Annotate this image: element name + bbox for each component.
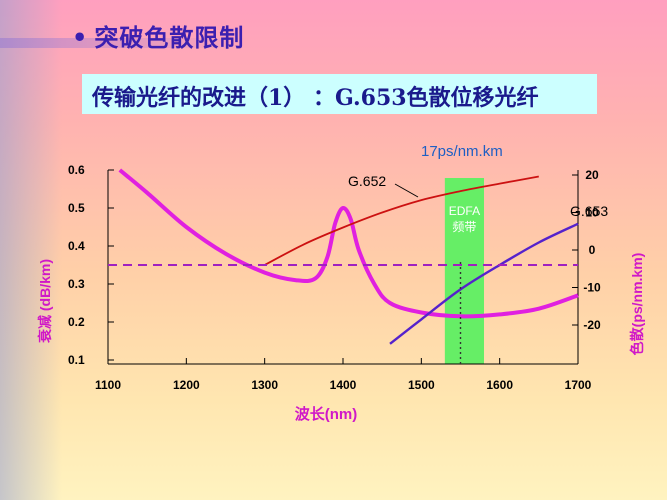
subtitle-box: [82, 74, 597, 114]
slide-subtitle: 传输光纤的改进（1） ：G.653色散位移光纤: [92, 85, 539, 111]
title-decor-band: [0, 38, 250, 48]
heading-text: 突破色散限制: [94, 23, 245, 52]
y-right-tick-label: -10: [583, 281, 601, 295]
y-left-tick-label: 0.6: [68, 163, 85, 177]
right-axis-label: 色散(ps/nm.km): [629, 253, 645, 356]
x-axis-label: 波长(nm): [295, 405, 358, 423]
y-left-tick-label: 0.5: [68, 201, 85, 215]
left-decor-bar: [0, 0, 62, 500]
y-left-tick-label: 0.3: [68, 277, 85, 291]
x-tick-label: 1700: [565, 378, 592, 392]
g652-label: G.652: [348, 173, 386, 189]
bullet-icon: •: [72, 23, 89, 52]
g652-pointer: [394, 183, 419, 198]
x-tick-label: 1300: [251, 378, 278, 392]
x-tick-label: 1100: [95, 378, 121, 392]
edfa-label-2: 频带: [452, 220, 476, 234]
edfa-label: EDFA: [449, 204, 480, 218]
edfa-band: [444, 178, 484, 364]
y-right-tick-label: -20: [583, 318, 601, 332]
slope-annotation: 17ps/nm.km: [421, 143, 503, 160]
x-tick-label: 1200: [173, 378, 200, 392]
y-left-tick-label: 0.4: [68, 239, 85, 253]
y-right-tick-label: 0: [589, 243, 596, 257]
x-tick-label: 1500: [408, 378, 435, 392]
g653-label: G.653: [570, 203, 608, 219]
attenuation-curve: [118, 168, 579, 319]
y-right-tick-label: 10: [585, 206, 599, 220]
left-axis-label: 衰减 (dB/km): [37, 259, 53, 344]
slide-heading: • 突破色散限制: [72, 18, 244, 53]
y-right-tick-label: 20: [585, 168, 599, 182]
x-tick-label: 1400: [330, 378, 357, 392]
y-left-tick-label: 0.2: [68, 315, 85, 329]
g653-curve: [389, 222, 579, 345]
x-tick-label: 1600: [486, 378, 513, 392]
y-left-tick-label: 0.1: [68, 353, 85, 367]
g652-curve: [264, 175, 539, 266]
tick-group: 1100 1200 1300 1400 1500 1600 1700 0.1 0.2 0.3 0.4…: [68, 163, 601, 392]
